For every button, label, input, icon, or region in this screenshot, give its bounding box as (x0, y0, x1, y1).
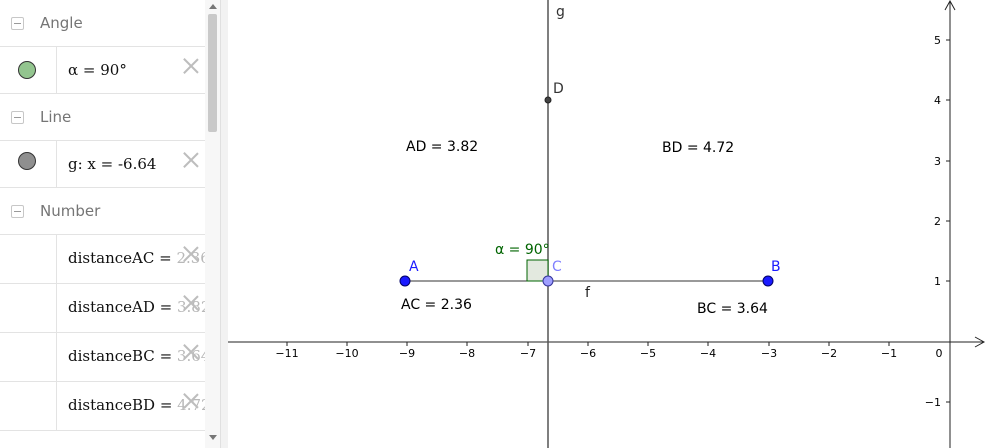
visibility-cell (0, 333, 57, 381)
scroll-thumb[interactable] (208, 14, 217, 132)
group-header-number[interactable]: Number (0, 188, 205, 235)
view-divider[interactable] (220, 0, 228, 448)
algebra-item-angle[interactable]: α = 90° (0, 47, 205, 94)
distance-label-BC: BC = 3.64 (697, 301, 768, 317)
visibility-cell[interactable] (0, 141, 57, 187)
item-name: distanceAD (68, 298, 155, 316)
x-tick-label: −6 (580, 347, 596, 360)
algebra-item-distanceBC[interactable]: distanceBC = 3.64 (0, 333, 205, 382)
angle-label: α = 90° (495, 242, 550, 258)
line-g-label: g (556, 4, 565, 20)
y-axis-arrow-icon (944, 0, 956, 11)
segment-f-label: f (585, 285, 591, 301)
point-C[interactable] (542, 275, 554, 287)
algebra-item-line-g[interactable]: g: x = -6.64 (0, 141, 205, 188)
x-tick-label: −1 (881, 347, 897, 360)
point-D[interactable] (544, 96, 552, 104)
group-title: Angle (40, 14, 83, 32)
item-name: distanceAC (68, 249, 155, 267)
graphics-view[interactable]: −11 −10 −9 −8 −7 −6 −5 −4 −3 −2 −1 0 5 4… (228, 0, 986, 448)
item-name: distanceBC (68, 347, 155, 365)
point-C-label: C (552, 259, 562, 275)
x-tick-label: −4 (700, 347, 716, 360)
item-name: distanceBD (68, 396, 156, 414)
distance-label-BD: BD = 4.72 (662, 140, 734, 156)
y-tick-label: 4 (934, 94, 941, 107)
origin-label: 0 (936, 347, 943, 360)
delete-icon[interactable] (181, 391, 201, 411)
delete-icon[interactable] (181, 342, 201, 362)
scroll-up-icon[interactable] (209, 4, 217, 9)
group-title: Line (40, 108, 72, 126)
point-B-label: B (771, 259, 781, 275)
item-equals: = (154, 347, 177, 365)
item-equals: = (154, 249, 177, 267)
point-B[interactable] (762, 275, 774, 287)
algebra-item-distanceAD[interactable]: distanceAD = 3.82 (0, 284, 205, 333)
delete-icon[interactable] (181, 293, 201, 313)
item-label[interactable]: g: x = -6.64 (68, 155, 157, 173)
x-tick-label: −9 (399, 347, 415, 360)
algebra-scrollbar[interactable] (205, 0, 220, 448)
x-tick-label: −5 (640, 347, 656, 360)
delete-icon[interactable] (181, 56, 201, 76)
x-tick-label: −10 (335, 347, 358, 360)
visibility-cell[interactable] (0, 47, 57, 93)
y-tick-label: 2 (934, 215, 941, 228)
scroll-down-icon[interactable] (209, 435, 217, 440)
y-tick-label: 1 (934, 275, 941, 288)
visibility-cell (0, 235, 57, 283)
x-tick-label: −11 (275, 347, 298, 360)
right-angle-marker[interactable] (526, 259, 549, 282)
distance-label-AC: AC = 2.36 (401, 297, 472, 313)
x-tick-label: −7 (520, 347, 536, 360)
visibility-toggle-icon[interactable] (18, 61, 36, 79)
visibility-toggle-icon[interactable] (18, 152, 36, 170)
y-tick-label: −1 (925, 396, 941, 409)
item-equals: = (155, 396, 178, 414)
x-axis-ticks: −11 −10 −9 −8 −7 −6 −5 −4 −3 −2 −1 (275, 342, 897, 360)
algebra-view: Angle α = 90° Line g: x = -6.64 Number d… (0, 0, 205, 448)
group-header-line[interactable]: Line (0, 94, 205, 141)
item-label[interactable]: α = 90° (68, 61, 127, 79)
y-tick-label: 3 (934, 155, 941, 168)
point-D-label: D (553, 81, 564, 97)
point-A[interactable] (399, 275, 411, 287)
collapse-toggle-icon[interactable] (11, 111, 24, 124)
point-A-label: A (409, 259, 419, 275)
visibility-cell (0, 284, 57, 332)
distance-label-AD: AD = 3.82 (406, 139, 478, 155)
x-tick-label: −2 (821, 347, 837, 360)
collapse-toggle-icon[interactable] (11, 17, 24, 30)
x-tick-label: −3 (761, 347, 777, 360)
delete-icon[interactable] (181, 244, 201, 264)
collapse-toggle-icon[interactable] (11, 205, 24, 218)
algebra-item-distanceAC[interactable]: distanceAC = 2.36 (0, 235, 205, 284)
group-title: Number (40, 202, 101, 220)
x-tick-label: −8 (459, 347, 475, 360)
item-equals: = (154, 298, 177, 316)
delete-icon[interactable] (181, 150, 201, 170)
y-tick-label: 5 (934, 34, 941, 47)
y-axis-ticks: 5 4 3 2 1 −1 (925, 34, 950, 409)
visibility-cell (0, 382, 57, 430)
algebra-item-distanceBD[interactable]: distanceBD = 4.72 (0, 382, 205, 431)
group-header-angle[interactable]: Angle (0, 0, 205, 47)
x-axis-arrow-icon (974, 336, 986, 348)
